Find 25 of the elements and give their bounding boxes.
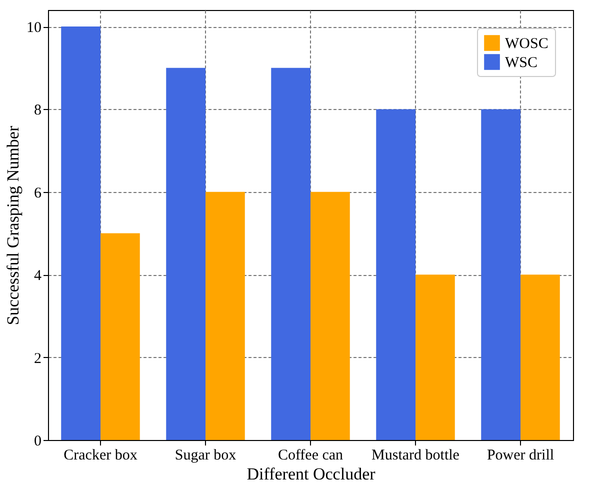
bar — [481, 109, 520, 440]
x-axis-title: Different Occluder — [246, 464, 376, 484]
y-tick-label: 2 — [34, 350, 42, 367]
y-tick-label: 8 — [34, 102, 42, 119]
bar — [310, 192, 350, 440]
x-tick-label: Power drill — [486, 448, 554, 464]
bar — [61, 26, 100, 440]
bar — [520, 274, 560, 440]
x-tick-label: Coffee can — [278, 448, 344, 464]
y-tick-label: 0 — [34, 434, 42, 450]
bar — [376, 109, 416, 440]
y-tick-label: 4 — [34, 268, 42, 284]
bar — [166, 68, 206, 440]
legend-label: WOSC — [505, 36, 548, 52]
y-axis-title: Successful Grasping Number — [4, 126, 22, 326]
x-tick-label: Sugar box — [174, 448, 237, 464]
y-tick-label: 6 — [34, 185, 42, 202]
y-tick-label: 10 — [26, 20, 42, 36]
x-tick-label: Mustard bottle — [372, 448, 460, 464]
bar — [416, 274, 455, 440]
legend-label: WSC — [505, 55, 538, 71]
bar — [271, 68, 310, 440]
x-tick-label: Cracker box — [64, 448, 138, 464]
bar — [100, 233, 140, 440]
bar — [206, 192, 245, 440]
